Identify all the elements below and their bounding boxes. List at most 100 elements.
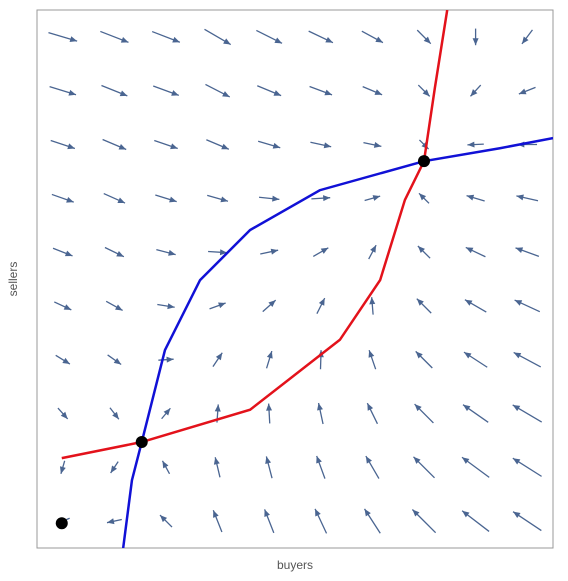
arrow-head [515,247,524,254]
arrow-head [325,36,333,43]
arrow-head [113,357,122,365]
arrow-head [518,88,527,95]
vector-arrow [414,403,434,424]
arrow-head [69,36,78,43]
arrow-head [415,351,423,359]
vector-arrow [257,140,281,149]
arrow-head [265,456,272,464]
arrow-head [323,195,331,202]
vector-arrow [161,460,171,475]
vector-arrow [205,83,231,98]
arrow-head [170,143,178,150]
vector-arrow [417,84,431,97]
vector-arrow [462,404,489,423]
vector-arrow [207,194,229,203]
vector-arrow [258,195,280,202]
vector-arrow [260,248,279,255]
vector-arrow [514,299,541,313]
arrow-head [373,142,382,148]
arrow-head [264,509,270,517]
vector-arrow [317,402,324,425]
vector-arrow [413,456,435,479]
arrow-head [120,37,129,43]
arrow-head [422,89,430,97]
arrow-head [316,455,322,464]
vector-arrow [50,139,76,150]
vector-arrow [416,298,432,314]
vector-arrow [100,30,129,43]
arrow-head [315,508,321,517]
vector-arrow [316,297,326,314]
curve [61,10,449,460]
arrow-head [268,300,276,308]
vector-arrow [102,138,127,151]
arrow-head [370,245,377,253]
vector-arrow [155,194,177,203]
vector-arrow [156,248,176,256]
arrow-head [166,356,174,363]
arrow-head [266,403,273,411]
curve [121,136,553,548]
arrow-head [159,515,168,523]
vector-arrow [361,30,384,44]
arrow-head [274,37,283,44]
arrow-head [516,194,524,201]
x-axis-label: buyers [277,558,313,572]
vector-arrow [104,246,125,258]
vector-arrow [415,350,433,369]
vector-arrow [51,193,74,203]
arrow-head [218,302,226,309]
vector-arrow [206,139,230,150]
arrow-head [60,411,68,419]
vector-arrow [467,141,484,148]
vector-arrow [49,85,77,96]
vector-arrow [469,84,482,97]
arrow-head [106,518,115,525]
vector-arrow [161,407,171,420]
vector-arrow [257,85,282,97]
vector-arrow [105,300,123,312]
arrow-head [119,90,128,97]
vector-arrow [518,86,536,95]
vector-arrow [154,139,178,150]
arrow-head [220,196,228,203]
arrow-head [374,89,383,95]
arrow-head [272,195,280,202]
arrow-head [412,509,420,517]
vector-arrow [465,246,486,258]
vector-arrow [101,84,128,97]
vector-arrow [311,195,331,202]
arrow-head [219,249,228,256]
arrow-head [59,466,66,474]
arrow-head [413,456,421,464]
arrow-head [467,141,475,148]
vector-arrow [57,407,69,420]
arrow-head [117,197,126,204]
vector-arrow [265,456,273,479]
arrow-head [414,404,422,412]
vector-arrow [308,30,334,44]
arrow-head [62,357,70,365]
vector-arrow [466,194,485,202]
arrow-head [317,403,323,411]
arrow-head [423,36,431,44]
arrow-head [63,304,72,310]
arrow-head [110,465,118,473]
point [135,436,148,449]
vector-arrow [369,297,376,315]
arrow-head [171,90,179,96]
arrow-head [462,404,471,412]
vector-arrow [365,455,380,479]
vector-arrow [208,249,228,256]
plot-frame [36,9,554,549]
vector-arrow [110,461,119,474]
arrow-head [513,352,522,359]
arrow-head [472,38,479,46]
vector-arrow [512,511,542,532]
vector-arrow [364,195,381,202]
vector-arrow [515,247,540,257]
vector-arrow [204,28,232,46]
vector-arrow [151,30,181,43]
arrow-head [513,511,521,519]
